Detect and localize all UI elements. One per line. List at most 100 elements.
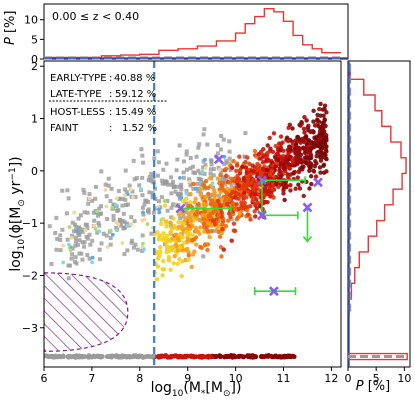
host-less-point xyxy=(178,353,184,359)
scatter-point xyxy=(202,242,208,248)
grey-point xyxy=(103,182,108,187)
top-histogram-lines xyxy=(44,8,348,60)
y-tick-label: −1 xyxy=(22,217,38,230)
scatter-point xyxy=(196,202,201,207)
scatter-point xyxy=(175,248,181,253)
grey-point xyxy=(156,199,161,204)
scatter-point xyxy=(191,181,196,187)
light-point xyxy=(222,154,227,159)
scatter-point xyxy=(293,142,299,148)
grey-point xyxy=(169,215,174,220)
scatter-point xyxy=(215,219,221,224)
scatter-point xyxy=(306,123,311,129)
grey-point xyxy=(88,242,93,247)
scatter-point xyxy=(318,158,324,163)
scatter-point xyxy=(243,204,249,210)
y-tick-label: 0 xyxy=(31,53,38,66)
grey-point xyxy=(175,157,180,162)
scatter-point xyxy=(262,192,267,198)
scatter-point xyxy=(314,154,319,159)
grey-point xyxy=(208,167,213,172)
x-tick-label: 11 xyxy=(277,372,291,385)
grey-point xyxy=(53,230,58,235)
scatter-point xyxy=(321,162,327,168)
scatter-point xyxy=(323,137,329,142)
light-point xyxy=(72,210,77,215)
scatter-point xyxy=(223,223,229,229)
host-less-point xyxy=(156,353,161,359)
grey-point xyxy=(181,170,186,175)
grey-point xyxy=(178,216,183,221)
grey-point xyxy=(109,186,114,191)
grey-point xyxy=(169,175,174,180)
grey-point xyxy=(218,147,223,152)
light-point xyxy=(217,168,222,172)
scatter-point xyxy=(252,209,257,214)
scatter-point xyxy=(202,184,207,189)
legend-early-type-sep: : xyxy=(109,73,112,84)
host-less-point xyxy=(168,353,174,359)
grey-point xyxy=(201,254,206,259)
hatched-region xyxy=(44,272,129,352)
grey-point xyxy=(211,167,216,172)
host-less-point xyxy=(86,353,92,359)
scatter-point xyxy=(308,146,314,151)
grey-point xyxy=(116,208,121,213)
light-point xyxy=(177,175,182,180)
host-less-point xyxy=(91,354,97,359)
scatter-point xyxy=(258,170,264,175)
scatter-point xyxy=(296,145,301,151)
scatter-point xyxy=(219,254,224,259)
scatter-point xyxy=(219,210,224,215)
scatter-point xyxy=(252,191,258,197)
scatter-point xyxy=(277,166,282,171)
grey-point xyxy=(127,223,132,228)
scatter-point xyxy=(285,174,291,180)
light-point xyxy=(125,224,130,228)
light-point xyxy=(90,260,95,265)
scatter-point xyxy=(241,190,247,196)
light-point xyxy=(67,242,71,247)
grey-point xyxy=(174,168,179,173)
scatter-point xyxy=(287,144,293,150)
scatter-plot-area xyxy=(44,61,329,367)
grey-point xyxy=(196,145,201,150)
scatter-point xyxy=(161,267,167,272)
light-point xyxy=(120,241,125,245)
host-less-point xyxy=(288,354,294,360)
scatter-point xyxy=(229,165,235,170)
scatter-point xyxy=(206,185,211,191)
grey-point xyxy=(141,212,146,217)
grey-point xyxy=(164,161,169,166)
grey-point xyxy=(97,206,102,211)
grey-point xyxy=(181,175,186,180)
highlighted-point xyxy=(253,286,297,297)
host-less-point xyxy=(104,354,110,359)
scatter-point xyxy=(290,160,296,165)
scatter-point xyxy=(298,166,303,171)
scatter-point xyxy=(304,146,309,151)
grey-point xyxy=(188,183,193,188)
grey-point xyxy=(95,230,100,235)
scatter-point xyxy=(244,170,250,175)
scatter-point xyxy=(318,101,323,107)
grey-point xyxy=(99,241,104,246)
legend: EARLY-TYPE : 40.88 % LATE-TYPE : 59.12 %… xyxy=(49,73,167,134)
grey-point xyxy=(117,197,122,202)
scatter-point xyxy=(271,131,277,136)
scatter-point xyxy=(240,164,245,170)
grey-point xyxy=(73,235,78,240)
legend-faint-value: 1.52 % xyxy=(122,123,157,134)
scatter-point xyxy=(162,203,168,208)
scatter-point xyxy=(307,186,312,191)
main-xlabel: log10(M*[M⊙]) xyxy=(151,380,242,399)
grey-point xyxy=(179,182,184,187)
scatter-point xyxy=(160,217,166,222)
grey-point xyxy=(211,173,216,178)
grey-point xyxy=(184,210,189,215)
light-point xyxy=(103,188,108,192)
highlighted-point xyxy=(257,178,299,221)
light-point xyxy=(179,195,184,200)
scatter-point xyxy=(243,159,248,165)
grey-point xyxy=(156,160,161,165)
